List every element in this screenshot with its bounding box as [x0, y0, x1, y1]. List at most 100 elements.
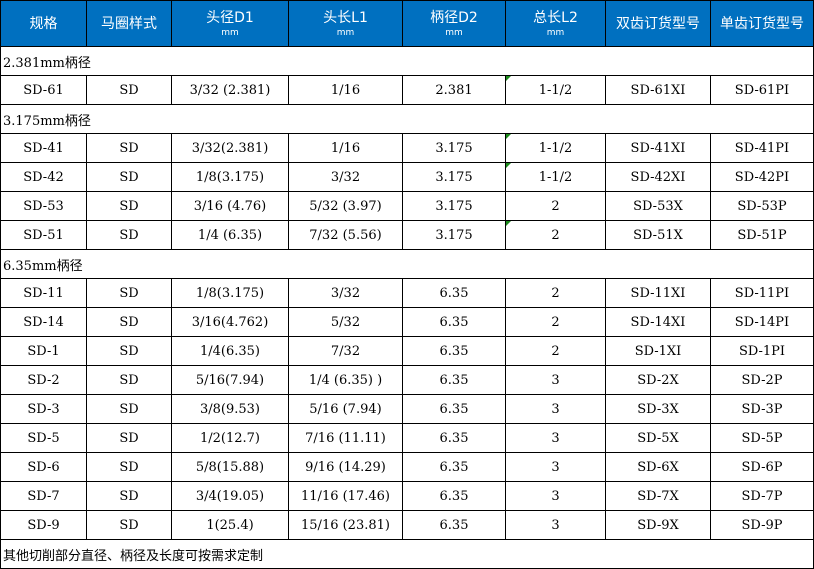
cell-double-tooth-model[interactable]: SD-9X: [605, 510, 711, 540]
cell-double-tooth-model[interactable]: SD-6X: [605, 452, 711, 482]
cell-double-tooth-model[interactable]: SD-1XI: [605, 336, 711, 366]
cell-head-length-l1[interactable]: 11/16 (17.46): [288, 481, 403, 511]
cell-head-length-l1[interactable]: 5/16 (7.94): [288, 394, 403, 424]
cell-spec[interactable]: SD-6: [0, 452, 87, 482]
cell-single-tooth-model[interactable]: SD-9P: [710, 510, 814, 540]
cell-head-diameter-d1[interactable]: 3/4(19.05): [171, 481, 289, 511]
cell-single-tooth-model[interactable]: SD-41PI: [710, 133, 814, 163]
cell-single-tooth-model[interactable]: SD-42PI: [710, 162, 814, 192]
cell-head-diameter-d1[interactable]: 1/8(3.175): [171, 278, 289, 308]
cell-head-diameter-d1[interactable]: 3/8(9.53): [171, 394, 289, 424]
cell-head-diameter-d1[interactable]: 1(25.4): [171, 510, 289, 540]
cell-head-length-l1[interactable]: 5/32 (3.97): [288, 191, 403, 221]
cell-double-tooth-model[interactable]: SD-51X: [605, 220, 711, 250]
cell-shank-diameter-d2[interactable]: 3.175: [402, 191, 506, 221]
cell-total-length-l2[interactable]: 1-1/2: [505, 75, 606, 105]
cell-shank-diameter-d2[interactable]: 6.35: [402, 452, 506, 482]
cell-total-length-l2[interactable]: 2: [505, 307, 606, 337]
cell-head-diameter-d1[interactable]: 5/16(7.94): [171, 365, 289, 395]
cell-spec[interactable]: SD-9: [0, 510, 87, 540]
cell-head-length-l1[interactable]: 1/16: [288, 75, 403, 105]
cell-single-tooth-model[interactable]: SD-14PI: [710, 307, 814, 337]
cell-single-tooth-model[interactable]: SD-5P: [710, 423, 814, 453]
cell-single-tooth-model[interactable]: SD-3P: [710, 394, 814, 424]
cell-shank-diameter-d2[interactable]: 6.35: [402, 307, 506, 337]
cell-ring-style[interactable]: SD: [86, 336, 172, 366]
cell-head-length-l1[interactable]: 7/16 (11.11): [288, 423, 403, 453]
cell-double-tooth-model[interactable]: SD-53X: [605, 191, 711, 221]
cell-single-tooth-model[interactable]: SD-7P: [710, 481, 814, 511]
cell-total-length-l2[interactable]: 1-1/2: [505, 133, 606, 163]
cell-total-length-l2[interactable]: 3: [505, 365, 606, 395]
cell-single-tooth-model[interactable]: SD-1PI: [710, 336, 814, 366]
cell-total-length-l2[interactable]: 2: [505, 220, 606, 250]
cell-head-diameter-d1[interactable]: 1/4 (6.35): [171, 220, 289, 250]
cell-shank-diameter-d2[interactable]: 3.175: [402, 162, 506, 192]
cell-single-tooth-model[interactable]: SD-11PI: [710, 278, 814, 308]
cell-ring-style[interactable]: SD: [86, 307, 172, 337]
cell-ring-style[interactable]: SD: [86, 133, 172, 163]
cell-shank-diameter-d2[interactable]: 6.35: [402, 481, 506, 511]
cell-head-length-l1[interactable]: 7/32 (5.56): [288, 220, 403, 250]
cell-ring-style[interactable]: SD: [86, 452, 172, 482]
cell-single-tooth-model[interactable]: SD-6P: [710, 452, 814, 482]
cell-shank-diameter-d2[interactable]: 3.175: [402, 220, 506, 250]
cell-double-tooth-model[interactable]: SD-11XI: [605, 278, 711, 308]
cell-total-length-l2[interactable]: 2: [505, 191, 606, 221]
cell-spec[interactable]: SD-61: [0, 75, 87, 105]
cell-total-length-l2[interactable]: 3: [505, 481, 606, 511]
cell-ring-style[interactable]: SD: [86, 423, 172, 453]
cell-total-length-l2[interactable]: 3: [505, 452, 606, 482]
cell-total-length-l2[interactable]: 3: [505, 394, 606, 424]
cell-head-length-l1[interactable]: 1/16: [288, 133, 403, 163]
cell-single-tooth-model[interactable]: SD-61PI: [710, 75, 814, 105]
cell-head-length-l1[interactable]: 3/32: [288, 278, 403, 308]
cell-ring-style[interactable]: SD: [86, 365, 172, 395]
cell-spec[interactable]: SD-42: [0, 162, 87, 192]
cell-spec[interactable]: SD-2: [0, 365, 87, 395]
cell-spec[interactable]: SD-53: [0, 191, 87, 221]
cell-single-tooth-model[interactable]: SD-51P: [710, 220, 814, 250]
cell-head-length-l1[interactable]: 15/16 (23.81): [288, 510, 403, 540]
cell-spec[interactable]: SD-3: [0, 394, 87, 424]
cell-head-diameter-d1[interactable]: 1/8(3.175): [171, 162, 289, 192]
cell-head-diameter-d1[interactable]: 1/2(12.7): [171, 423, 289, 453]
cell-head-length-l1[interactable]: 1/4 (6.35) ): [288, 365, 403, 395]
cell-total-length-l2[interactable]: 3: [505, 423, 606, 453]
cell-head-length-l1[interactable]: 5/32: [288, 307, 403, 337]
cell-spec[interactable]: SD-41: [0, 133, 87, 163]
cell-ring-style[interactable]: SD: [86, 162, 172, 192]
cell-head-diameter-d1[interactable]: 1/4(6.35): [171, 336, 289, 366]
cell-double-tooth-model[interactable]: SD-5X: [605, 423, 711, 453]
cell-ring-style[interactable]: SD: [86, 191, 172, 221]
cell-ring-style[interactable]: SD: [86, 220, 172, 250]
cell-shank-diameter-d2[interactable]: 6.35: [402, 423, 506, 453]
cell-total-length-l2[interactable]: 2: [505, 278, 606, 308]
cell-spec[interactable]: SD-51: [0, 220, 87, 250]
cell-spec[interactable]: SD-1: [0, 336, 87, 366]
cell-head-diameter-d1[interactable]: 3/16(4.762): [171, 307, 289, 337]
cell-double-tooth-model[interactable]: SD-2X: [605, 365, 711, 395]
cell-head-length-l1[interactable]: 7/32: [288, 336, 403, 366]
cell-double-tooth-model[interactable]: SD-42XI: [605, 162, 711, 192]
cell-head-length-l1[interactable]: 9/16 (14.29): [288, 452, 403, 482]
cell-head-length-l1[interactable]: 3/32: [288, 162, 403, 192]
cell-double-tooth-model[interactable]: SD-61XI: [605, 75, 711, 105]
cell-total-length-l2[interactable]: 3: [505, 510, 606, 540]
cell-head-diameter-d1[interactable]: 3/16 (4.76): [171, 191, 289, 221]
cell-shank-diameter-d2[interactable]: 2.381: [402, 75, 506, 105]
cell-shank-diameter-d2[interactable]: 6.35: [402, 278, 506, 308]
cell-head-diameter-d1[interactable]: 5/8(15.88): [171, 452, 289, 482]
cell-total-length-l2[interactable]: 2: [505, 336, 606, 366]
cell-single-tooth-model[interactable]: SD-2P: [710, 365, 814, 395]
cell-ring-style[interactable]: SD: [86, 75, 172, 105]
cell-double-tooth-model[interactable]: SD-14XI: [605, 307, 711, 337]
cell-spec[interactable]: SD-11: [0, 278, 87, 308]
cell-ring-style[interactable]: SD: [86, 278, 172, 308]
cell-double-tooth-model[interactable]: SD-3X: [605, 394, 711, 424]
cell-single-tooth-model[interactable]: SD-53P: [710, 191, 814, 221]
cell-spec[interactable]: SD-7: [0, 481, 87, 511]
cell-spec[interactable]: SD-14: [0, 307, 87, 337]
cell-spec[interactable]: SD-5: [0, 423, 87, 453]
cell-shank-diameter-d2[interactable]: 6.35: [402, 365, 506, 395]
